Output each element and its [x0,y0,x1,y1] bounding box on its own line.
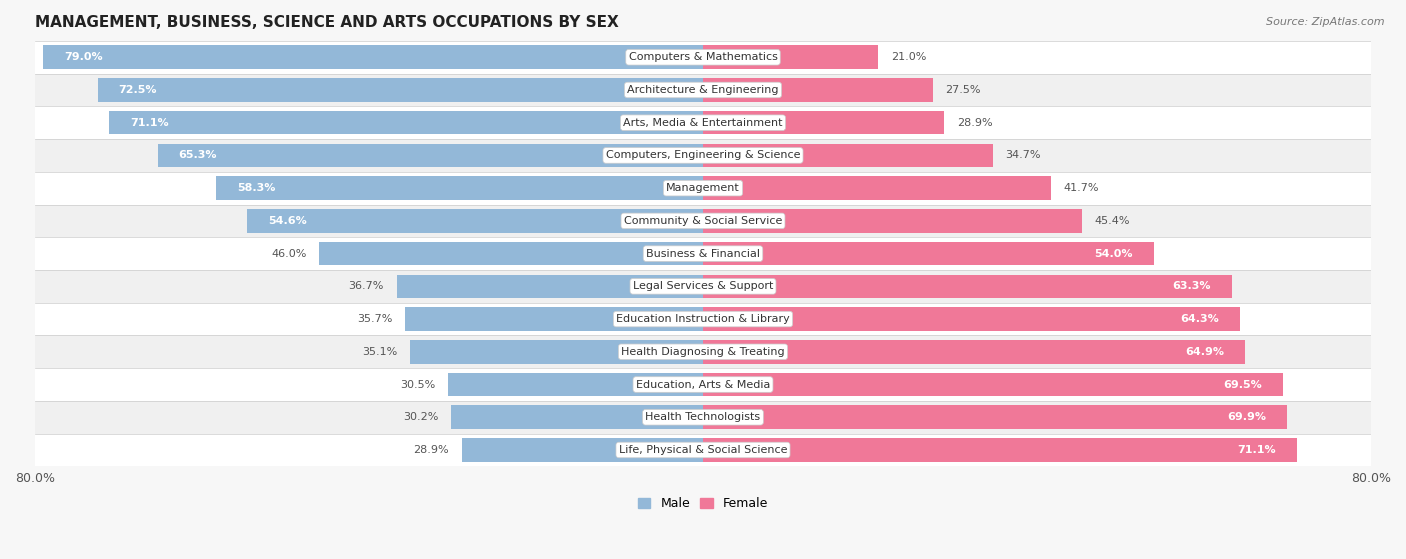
Text: Computers, Engineering & Science: Computers, Engineering & Science [606,150,800,160]
Bar [157,144,703,167]
Text: 30.2%: 30.2% [404,412,439,422]
Text: 28.9%: 28.9% [413,445,449,455]
Text: Arts, Media & Entertainment: Arts, Media & Entertainment [623,118,783,127]
Bar [703,45,879,69]
Text: 71.1%: 71.1% [1237,445,1275,455]
Bar [449,373,703,396]
Text: 64.9%: 64.9% [1185,347,1225,357]
Bar [35,270,1371,303]
Text: 36.7%: 36.7% [349,281,384,291]
Text: 30.5%: 30.5% [401,380,436,390]
Bar [35,74,1371,106]
Text: Health Technologists: Health Technologists [645,412,761,422]
Text: MANAGEMENT, BUSINESS, SCIENCE AND ARTS OCCUPATIONS BY SEX: MANAGEMENT, BUSINESS, SCIENCE AND ARTS O… [35,15,619,30]
Text: 72.5%: 72.5% [118,85,157,95]
Text: 34.7%: 34.7% [1005,150,1040,160]
Bar [396,274,703,298]
Bar [405,307,703,331]
Text: Education Instruction & Library: Education Instruction & Library [616,314,790,324]
Bar [217,177,703,200]
Text: Life, Physical & Social Science: Life, Physical & Social Science [619,445,787,455]
Bar [451,405,703,429]
Bar [35,434,1371,466]
Text: 21.0%: 21.0% [891,52,927,62]
Bar [703,373,1284,396]
Bar [35,172,1371,205]
Bar [703,307,1240,331]
Bar [703,144,993,167]
Bar [35,41,1371,74]
Bar [703,340,1244,363]
Text: 27.5%: 27.5% [945,85,980,95]
Text: 69.9%: 69.9% [1227,412,1265,422]
Text: 63.3%: 63.3% [1173,281,1211,291]
Bar [247,209,703,233]
Bar [703,438,1296,462]
Bar [35,335,1371,368]
Text: 41.7%: 41.7% [1064,183,1099,193]
Text: 35.7%: 35.7% [357,314,392,324]
Text: Source: ZipAtlas.com: Source: ZipAtlas.com [1267,17,1385,27]
Bar [35,368,1371,401]
Bar [703,78,932,102]
Bar [35,205,1371,237]
Bar [35,139,1371,172]
Text: 54.6%: 54.6% [269,216,307,226]
Text: 65.3%: 65.3% [179,150,217,160]
Text: Business & Financial: Business & Financial [645,249,761,259]
Bar [110,111,703,135]
Bar [319,242,703,266]
Bar [35,237,1371,270]
Text: 46.0%: 46.0% [271,249,307,259]
Text: 35.1%: 35.1% [363,347,398,357]
Text: 79.0%: 79.0% [65,52,103,62]
Text: Computers & Mathematics: Computers & Mathematics [628,52,778,62]
Bar [97,78,703,102]
Bar [703,177,1052,200]
Bar [35,106,1371,139]
Legend: Male, Female: Male, Female [633,492,773,515]
Bar [703,405,1286,429]
Bar [411,340,703,363]
Bar [703,274,1232,298]
Bar [703,111,945,135]
Text: Architecture & Engineering: Architecture & Engineering [627,85,779,95]
Text: Education, Arts & Media: Education, Arts & Media [636,380,770,390]
Bar [703,209,1083,233]
Text: Health Diagnosing & Treating: Health Diagnosing & Treating [621,347,785,357]
Text: Management: Management [666,183,740,193]
Text: 54.0%: 54.0% [1094,249,1133,259]
Text: 58.3%: 58.3% [238,183,276,193]
Bar [703,242,1154,266]
Bar [35,303,1371,335]
Text: Community & Social Service: Community & Social Service [624,216,782,226]
Text: 71.1%: 71.1% [131,118,169,127]
Text: 69.5%: 69.5% [1223,380,1263,390]
Bar [35,401,1371,434]
Text: 28.9%: 28.9% [957,118,993,127]
Text: 64.3%: 64.3% [1180,314,1219,324]
Text: Legal Services & Support: Legal Services & Support [633,281,773,291]
Bar [461,438,703,462]
Text: 45.4%: 45.4% [1095,216,1130,226]
Bar [44,45,703,69]
